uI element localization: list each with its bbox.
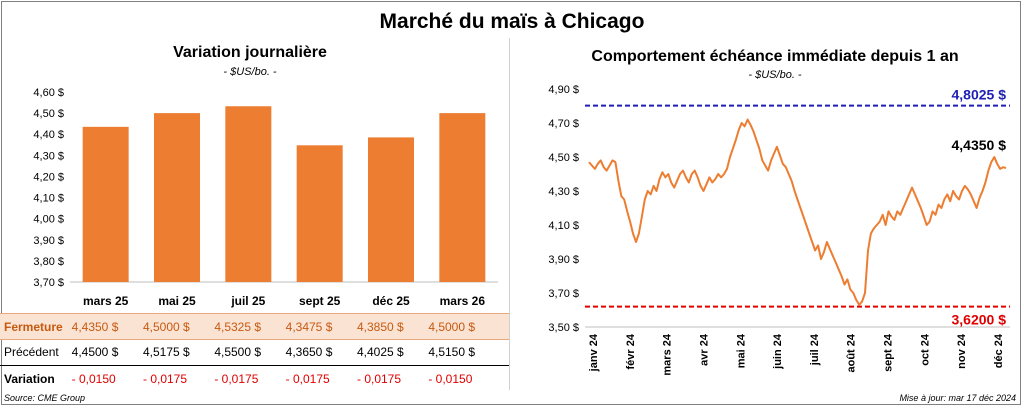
source-note: Source: CME Group [4, 393, 86, 403]
bar [82, 126, 129, 282]
cell-fermeture: 4,5000 $ [143, 320, 190, 334]
row-label-variation: Variation [4, 372, 55, 386]
table-row-variation: Variation - 0,0150 - 0,0175 - 0,0175 - 0,01… [0, 365, 509, 391]
x-category-label: sept 25 [299, 294, 341, 308]
updated-note: Mise à jour: mar 17 déc 2024 [899, 393, 1016, 403]
bar [368, 137, 414, 282]
cell-precedent: 4,4025 $ [357, 345, 404, 359]
x-category-label: mars 26 [440, 294, 486, 308]
x-category-label: mars 25 [83, 294, 129, 308]
left-chart-title: Variation journalière [173, 44, 327, 61]
cell-precedent: 4,5150 $ [428, 345, 476, 359]
cell-precedent: 4,5175 $ [143, 345, 190, 359]
y-tick-label: 4,20 $ [33, 171, 64, 183]
cell-variation: - 0,0175 [357, 372, 402, 386]
cell-fermeture: 4,5000 $ [428, 320, 476, 334]
y-tick-label: 3,70 $ [33, 277, 64, 289]
x-category-label: déc 25 [372, 294, 410, 308]
y-tick-label: 4,60 $ [33, 87, 64, 99]
right-chart-title: Comportement échéance immédiate depuis 1… [591, 48, 959, 65]
y-tick-label: 4,00 $ [33, 214, 64, 226]
right-chart-unit: - $US/bo. - [748, 69, 802, 81]
y-tick-label: 3,90 $ [33, 235, 64, 247]
table-row-fermeture: Fermeture 4,4350 $ 4,5000 $ 4,5325 $ 4,3475… [0, 313, 509, 340]
cell-precedent: 4,4500 $ [71, 345, 119, 359]
bar [154, 113, 200, 282]
row-label-fermeture: Fermeture [4, 320, 63, 334]
cell-variation: - 0,0150 [71, 372, 116, 386]
cell-precedent: 4,3650 $ [285, 345, 333, 359]
cell-variation: - 0,0175 [285, 372, 330, 386]
y-tick-label: 4,30 $ [33, 150, 64, 162]
x-category-label: mai 25 [158, 294, 196, 308]
cell-precedent: 4,5500 $ [214, 345, 262, 359]
page-title: Marché du maïs à Chicago [379, 10, 645, 33]
cell-fermeture: 4,3475 $ [285, 320, 333, 334]
cell-variation: - 0,0175 [214, 372, 259, 386]
x-category-label: juil 25 [230, 294, 265, 308]
bar [439, 113, 486, 282]
cell-fermeture: 4,5325 $ [214, 320, 262, 334]
cell-variation: - 0,0175 [143, 372, 188, 386]
y-tick-label: 3,80 $ [33, 256, 64, 268]
left-chart-unit: - $US/bo. - [223, 66, 277, 78]
table-row-precedent: Précédent 4,4500 $ 4,5175 $ 4,5500 $ 4,3650… [0, 339, 509, 364]
bar [296, 145, 343, 282]
cell-fermeture: 4,3850 $ [357, 320, 404, 334]
bar-chart: 3,70 $ 3,80 $ 3,90 $ 4,00 $ 4,10 $ 4,20 $ 4,30… [33, 87, 498, 308]
row-label-precedent: Précédent [4, 345, 59, 359]
y-tick-label: 4,40 $ [33, 129, 64, 141]
panel-divider [509, 38, 510, 390]
y-tick-label: 4,10 $ [33, 193, 64, 205]
cell-variation: - 0,0150 [428, 372, 473, 386]
y-tick-label: 4,50 $ [33, 108, 64, 120]
cell-fermeture: 4,4350 $ [71, 320, 119, 334]
bar [225, 106, 272, 282]
